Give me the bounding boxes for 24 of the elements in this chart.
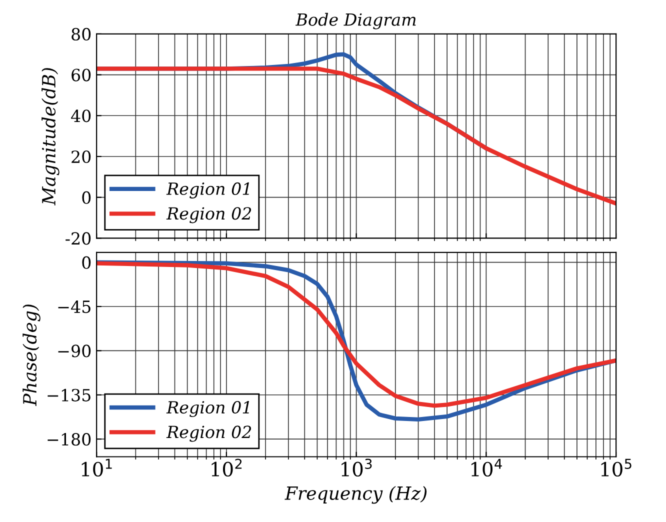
y-tick-label: 0 — [82, 191, 91, 204]
legend-label: Region 02 — [166, 207, 252, 224]
y-tick-label: 60 — [72, 68, 91, 82]
y-tick-label: −180 — [48, 433, 91, 446]
y-tick-label: 0 — [82, 256, 91, 269]
y-tick-label: −135 — [48, 388, 90, 402]
y-tick-label: −45 — [58, 300, 90, 314]
legend-label: Region 02 — [166, 426, 252, 442]
y-axis-title: Phase(deg) — [22, 304, 40, 406]
legend-label: Region 01 — [166, 400, 249, 418]
x-tick-label: 10$^{1}$ — [82, 458, 112, 477]
y-tick-label: 80 — [72, 28, 91, 40]
y-tick-label: -20 — [66, 232, 91, 245]
x-tick-label: 10$^{5}$ — [601, 458, 632, 477]
x-tick-label: 10$^{2}$ — [212, 458, 242, 477]
x-tick-label: 10$^{3}$ — [342, 458, 372, 477]
y-tick-label: 40 — [71, 110, 91, 122]
y-tick-label: 20 — [72, 150, 91, 164]
x-axis-title: Frequency (Hz) — [284, 486, 427, 504]
chart-title: Bode Diagram — [296, 12, 416, 30]
x-tick-label: 10$^{4}$ — [471, 458, 502, 477]
y-tick-label: −90 — [58, 344, 91, 358]
legend-label: Region 01 — [166, 182, 249, 198]
y-axis-title: Magnitude(dB) — [42, 68, 60, 206]
